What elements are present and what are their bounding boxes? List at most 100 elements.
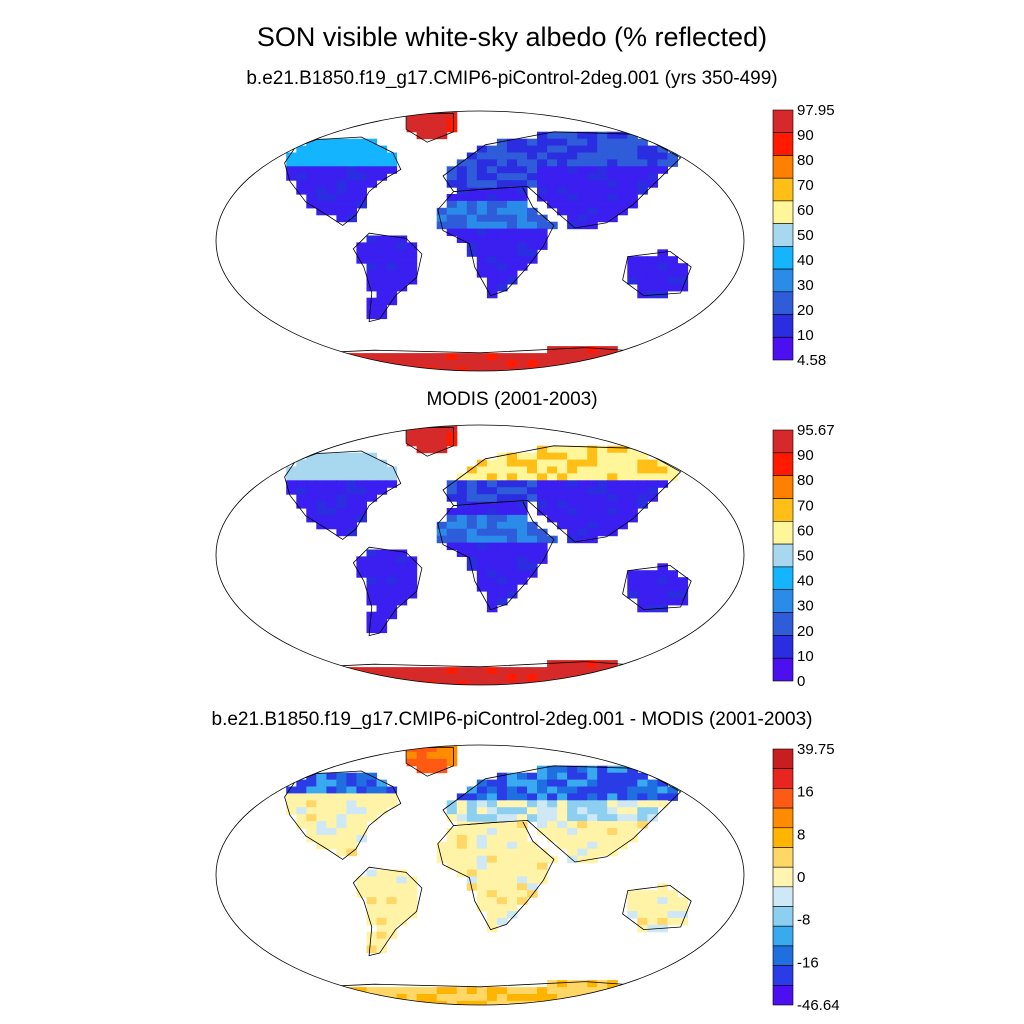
colorbar-3-swatch <box>772 984 794 1006</box>
colorbar-1-swatch <box>772 246 794 270</box>
colorbar-3-swatch <box>772 768 794 789</box>
coastline-greenland <box>405 113 454 143</box>
coastline-greenland <box>405 427 454 457</box>
colorbar-3-swatch <box>772 965 794 986</box>
coastline-samerica <box>352 232 423 323</box>
colorbar-2-label: 80 <box>797 472 814 489</box>
colorbar-3-label: 39.75 <box>797 741 835 758</box>
continent-samerica <box>356 549 418 634</box>
colorbar-3-swatch <box>772 807 794 829</box>
continent-africa <box>436 187 558 299</box>
map-2-land <box>263 425 699 685</box>
continent-africa <box>436 501 558 613</box>
continent-antarctica <box>266 660 699 685</box>
colorbar-3-swatch <box>772 827 794 848</box>
colorbar-2-swatch <box>772 612 794 636</box>
coastline-australia <box>622 884 692 931</box>
colorbar-3-label: -46.64 <box>797 997 840 1014</box>
coastline-eurasia <box>442 765 682 863</box>
map-panel-3 <box>215 744 745 1006</box>
colorbar-1-swatch <box>772 268 794 293</box>
coastline-australia <box>622 250 692 297</box>
colorbar-1-label: 30 <box>797 277 814 294</box>
colorbar-2-swatch <box>772 543 794 568</box>
colorbar-2-label: 70 <box>797 497 814 514</box>
colorbar-1-swatch <box>772 314 794 338</box>
colorbar-1-label: 4.58 <box>797 352 826 369</box>
colorbar-1-swatch <box>772 291 794 315</box>
colorbar-3-swatch <box>772 748 794 770</box>
colorbar-1-label: 97.95 <box>797 102 835 119</box>
colorbar-2-label: 95.67 <box>797 422 835 439</box>
continent-namerica <box>286 138 398 223</box>
colorbar-3-swatch <box>772 906 794 927</box>
colorbar-1: 97.95 90 80 70 60 50 40 30 20 10 4.58 <box>772 102 835 369</box>
continent-antarctica <box>266 346 699 371</box>
colorbar-1-label: 80 <box>797 152 814 169</box>
continent-greenland <box>406 425 458 454</box>
coastline-namerica <box>284 136 402 226</box>
map-1-frame <box>215 110 745 372</box>
colorbar-2-swatch <box>772 657 794 682</box>
coastline-eurasia <box>442 445 682 543</box>
colorbar-1-label: 90 <box>797 127 814 144</box>
colorbar-1-swatch <box>772 336 794 361</box>
colorbar-1-label: 20 <box>797 302 814 319</box>
colorbar-2-label: 0 <box>797 673 805 690</box>
colorbar-3-label: 0 <box>797 869 805 886</box>
coastline-eurasia <box>442 131 682 229</box>
map-3-land <box>263 745 699 1005</box>
map-panel-1 <box>215 110 745 372</box>
colorbar-2-swatch <box>772 498 794 522</box>
continent-eurasia <box>446 131 678 230</box>
colorbar-2-swatch <box>772 635 794 659</box>
colorbar-2-swatch <box>772 429 794 454</box>
coastline-samerica <box>352 866 423 957</box>
continent-namerica <box>286 772 398 857</box>
map-panel-2 <box>215 424 745 686</box>
map-3-frame <box>215 744 745 1006</box>
colorbar-1-label: 70 <box>797 177 814 194</box>
colorbar-3-label: 8 <box>797 826 805 843</box>
colorbar-1-label: 40 <box>797 252 814 269</box>
coastline-africa <box>437 499 555 611</box>
panel-2-subtitle: MODIS (2001-2003) <box>426 389 598 410</box>
continent-africa <box>436 821 558 933</box>
continent-australia <box>627 249 689 299</box>
colorbar-3: 39.75 16 8 0 -8 -16 -46.64 <box>772 741 840 1014</box>
colorbar-2-label: 10 <box>797 648 814 665</box>
panel-3-subtitle: b.e21.B1850.f19_g17.CMIP6-piControl-2deg… <box>211 709 813 730</box>
continent-australia <box>627 563 689 613</box>
colorbar-1-swatch <box>772 155 794 179</box>
map-2-frame <box>215 424 745 686</box>
colorbar-2-swatch <box>772 452 794 476</box>
colorbar-3-swatch <box>772 847 794 868</box>
coastline-africa <box>437 185 555 297</box>
continent-australia <box>627 883 689 933</box>
colorbar-2-swatch <box>772 520 794 545</box>
colorbar-2-swatch <box>772 589 794 613</box>
colorbar-1-label: 50 <box>797 227 814 244</box>
main-title: SON visible white-sky albedo (% reflecte… <box>256 22 768 52</box>
colorbar-1-swatch <box>772 177 794 202</box>
coastline-namerica <box>284 450 402 540</box>
continent-samerica <box>356 869 418 954</box>
continent-samerica <box>356 235 418 320</box>
colorbar-2-label: 60 <box>797 522 814 539</box>
colorbar-2-swatch <box>772 475 794 499</box>
colorbar-2-label: 20 <box>797 623 814 640</box>
colorbar-2-label: 90 <box>797 447 814 464</box>
continent-namerica <box>286 452 398 537</box>
colorbar-3-swatch <box>772 925 794 947</box>
continent-eurasia <box>446 765 678 864</box>
colorbar-1-swatch <box>772 132 794 156</box>
colorbar-3-label: -8 <box>797 912 810 929</box>
colorbar-3-label: 16 <box>797 784 814 801</box>
map-1-land <box>263 111 699 371</box>
colorbar-2-label: 40 <box>797 573 814 590</box>
colorbar-2-label: 30 <box>797 598 814 615</box>
coastline-greenland <box>405 747 454 777</box>
coastline-australia <box>622 564 692 611</box>
colorbar-2-label: 50 <box>797 548 814 565</box>
